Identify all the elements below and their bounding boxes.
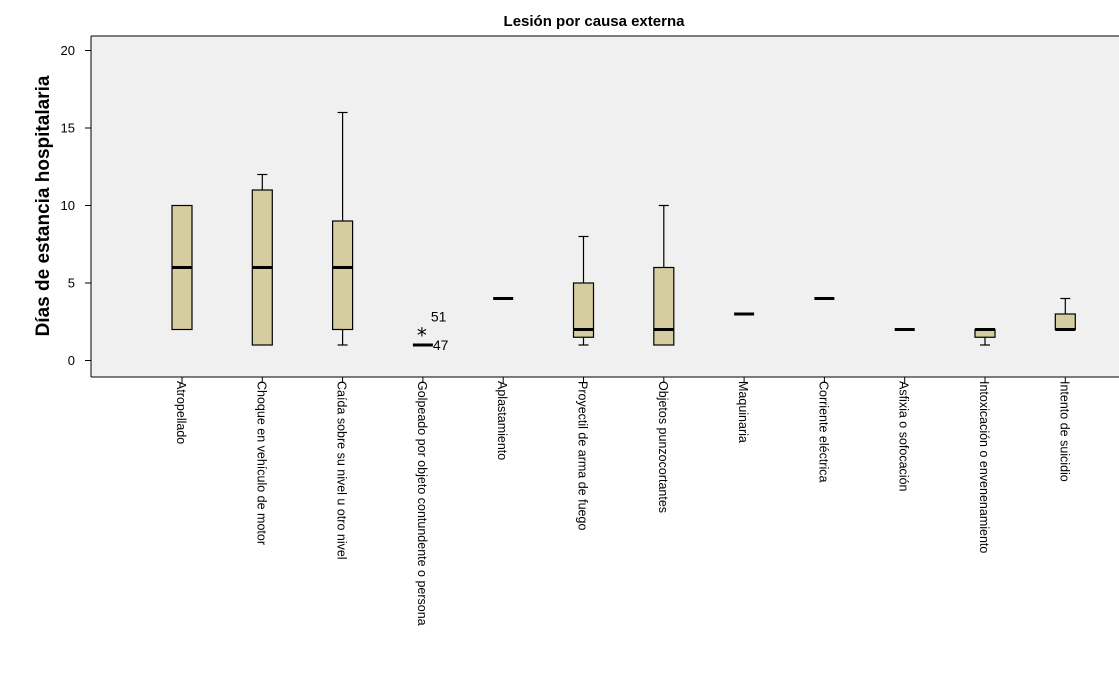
x-category-label: Proyectil de arma de fuego [576,381,590,530]
x-category-label: Atropellado [174,381,188,444]
y-axis-label: Días de estancia hospitalaria [33,75,54,336]
x-category-label: Choque en vehículo de motor [254,381,268,545]
outlier-label: 51 [431,309,447,325]
chart-title: Lesión por causa externa [504,13,686,30]
box-iqr [1055,314,1075,330]
x-category-label: Asfixia o sofocación [897,381,911,492]
x-category-label: Golpeado por objeto contundente o person… [415,381,429,626]
outlier-label: 47 [433,337,449,353]
box-iqr [654,268,674,346]
x-category-label: Objetos punzocortantes [656,381,670,513]
x-category-label: Corriente eléctrica [816,381,830,482]
y-tick-label: 10 [61,198,75,213]
y-axis-ticks: 0 5 10 15 20 [61,43,91,368]
y-tick-label: 5 [68,276,75,291]
x-category-label: Intento de suicidio [1057,381,1071,482]
x-category-label: Maquinaria [736,381,750,443]
y-tick-label: 0 [68,353,75,368]
plot-area [91,36,1119,377]
x-category-label: Intoxicación o envenenamiento [977,381,991,553]
y-tick-label: 20 [61,43,75,58]
x-category-label: Aplastamiento [495,381,509,460]
x-axis-category-labels: Atropellado Choque en vehículo de motor Ca… [174,381,1071,626]
outlier-marker: * [417,324,427,348]
y-tick-label: 15 [61,121,75,136]
box-iqr [333,221,353,330]
x-category-label: Caída sobre su nivel u otro nivel [335,381,349,560]
